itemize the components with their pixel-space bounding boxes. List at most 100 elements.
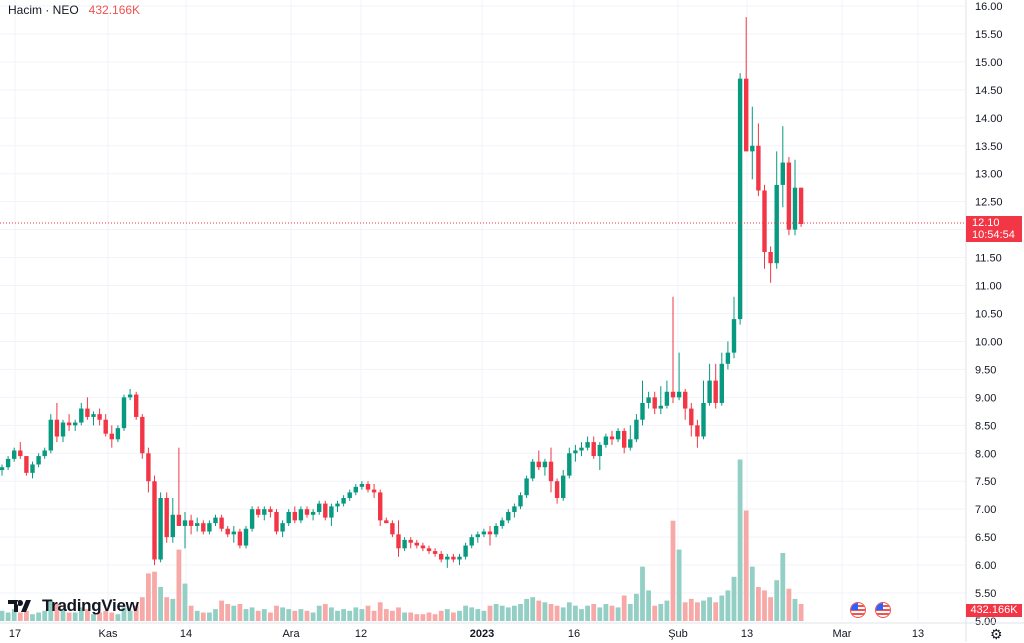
volume-bar (658, 604, 664, 621)
volume-bar (652, 605, 658, 621)
volume-bar (487, 605, 493, 621)
candle-body (268, 509, 273, 512)
volume-bars (0, 459, 804, 621)
time-axis[interactable]: 17 Kas 14 Ara 12 2023 16 Şub 13 Mar 13 (0, 622, 1024, 640)
volume-bar (554, 605, 560, 621)
candle-body (652, 397, 657, 409)
volume-bar (237, 604, 243, 621)
candle-body (262, 509, 267, 515)
candle-body (628, 439, 633, 448)
candle-body (176, 514, 182, 526)
candle-body (463, 545, 468, 557)
candle-body (371, 489, 377, 493)
volume-bar (66, 612, 72, 621)
candle-body (103, 419, 108, 434)
price-tick-label: 16.00 (975, 1, 1003, 13)
volume-bar (463, 605, 468, 621)
volume-bar (377, 602, 383, 621)
candle-body (506, 511, 511, 521)
time-tick-label: 13 (912, 628, 924, 640)
candle-body (603, 436, 609, 445)
candle-body (701, 402, 706, 437)
candle-body (280, 523, 285, 532)
volume-tag: 432.166K (966, 604, 1022, 617)
price-tick-label: 15.00 (975, 57, 1003, 69)
volume-bar (390, 610, 395, 621)
volume-bar (36, 612, 41, 621)
candle-body (304, 509, 310, 515)
candle-body (768, 252, 773, 264)
volume-bar (24, 610, 29, 621)
volume-bar (743, 510, 749, 621)
candle-body (231, 531, 236, 535)
volume-bar (213, 609, 218, 621)
volume-bar (91, 614, 96, 621)
time-tick-label: 17 (9, 628, 21, 640)
candle-body (195, 523, 200, 526)
volume-bar (798, 604, 804, 621)
candle-body (310, 511, 316, 515)
price-tick-label: 14.00 (975, 113, 1003, 125)
volume-bar (646, 590, 651, 621)
price-tick-label: 15.50 (975, 29, 1003, 41)
volume-bar (621, 595, 627, 621)
time-tick-label: 14 (180, 628, 192, 640)
candle-body (554, 481, 560, 498)
candle-body (12, 450, 17, 459)
candle-body (317, 503, 322, 512)
price-tick-label: 8.00 (975, 448, 996, 460)
time-tick-label: 13 (741, 628, 753, 640)
candle-body (439, 553, 444, 560)
volume-bar (103, 610, 109, 621)
volume-bar (701, 600, 706, 621)
candle-body (493, 525, 499, 535)
volume-bar (353, 607, 359, 621)
candle-body (146, 453, 151, 482)
volume-bar (304, 610, 310, 621)
candle-body (414, 542, 419, 546)
volume-bar (274, 605, 279, 621)
candle-body (73, 422, 78, 426)
candle-body (347, 492, 352, 498)
volume-bar (719, 595, 725, 621)
candle-body (683, 391, 688, 409)
settings-gear-icon[interactable]: ⚙ (990, 626, 1003, 642)
candle-body (66, 422, 72, 426)
volume-bar (200, 612, 206, 621)
volume-bar (414, 614, 420, 621)
candle-body (744, 78, 749, 152)
tradingview-logo-icon (8, 600, 31, 612)
candle-body (756, 145, 761, 191)
candles (0, 17, 804, 568)
candle-body (707, 380, 712, 403)
us-flag-event-icon[interactable] (850, 602, 866, 618)
volume-bar (182, 583, 188, 621)
candle-body (524, 478, 529, 496)
volume-bar (268, 612, 273, 621)
tradingview-logo[interactable]: TradingView (8, 596, 139, 616)
candle-body (298, 509, 304, 521)
volume-bar (518, 604, 523, 621)
volume-bar (762, 590, 767, 621)
us-flag-event-icon[interactable] (875, 602, 891, 618)
last-price-tag: 12.10 10:54:54 (966, 216, 1022, 242)
candle-body (109, 433, 114, 440)
candle-body (750, 145, 755, 152)
volume-bar (60, 609, 66, 621)
volume-bar (792, 598, 798, 621)
price-axis[interactable]: 5.00 5.50 6.00 6.50 7.00 7.50 8.00 8.50 9.00 9.50… (965, 0, 1003, 642)
candle-body (158, 498, 163, 560)
volume-bar (225, 604, 231, 621)
candle-body (5, 458, 11, 468)
last-price-value: 12.10 (972, 217, 1000, 229)
candle-body (121, 397, 127, 429)
candle-body (457, 556, 462, 560)
volume-bar (737, 459, 743, 621)
volume-bar (261, 609, 267, 621)
volume-bar (573, 605, 578, 621)
candle-body (353, 486, 358, 493)
candle-body (658, 405, 663, 409)
price-tick-label: 10.50 (975, 309, 1003, 321)
volume-bar (676, 549, 682, 621)
